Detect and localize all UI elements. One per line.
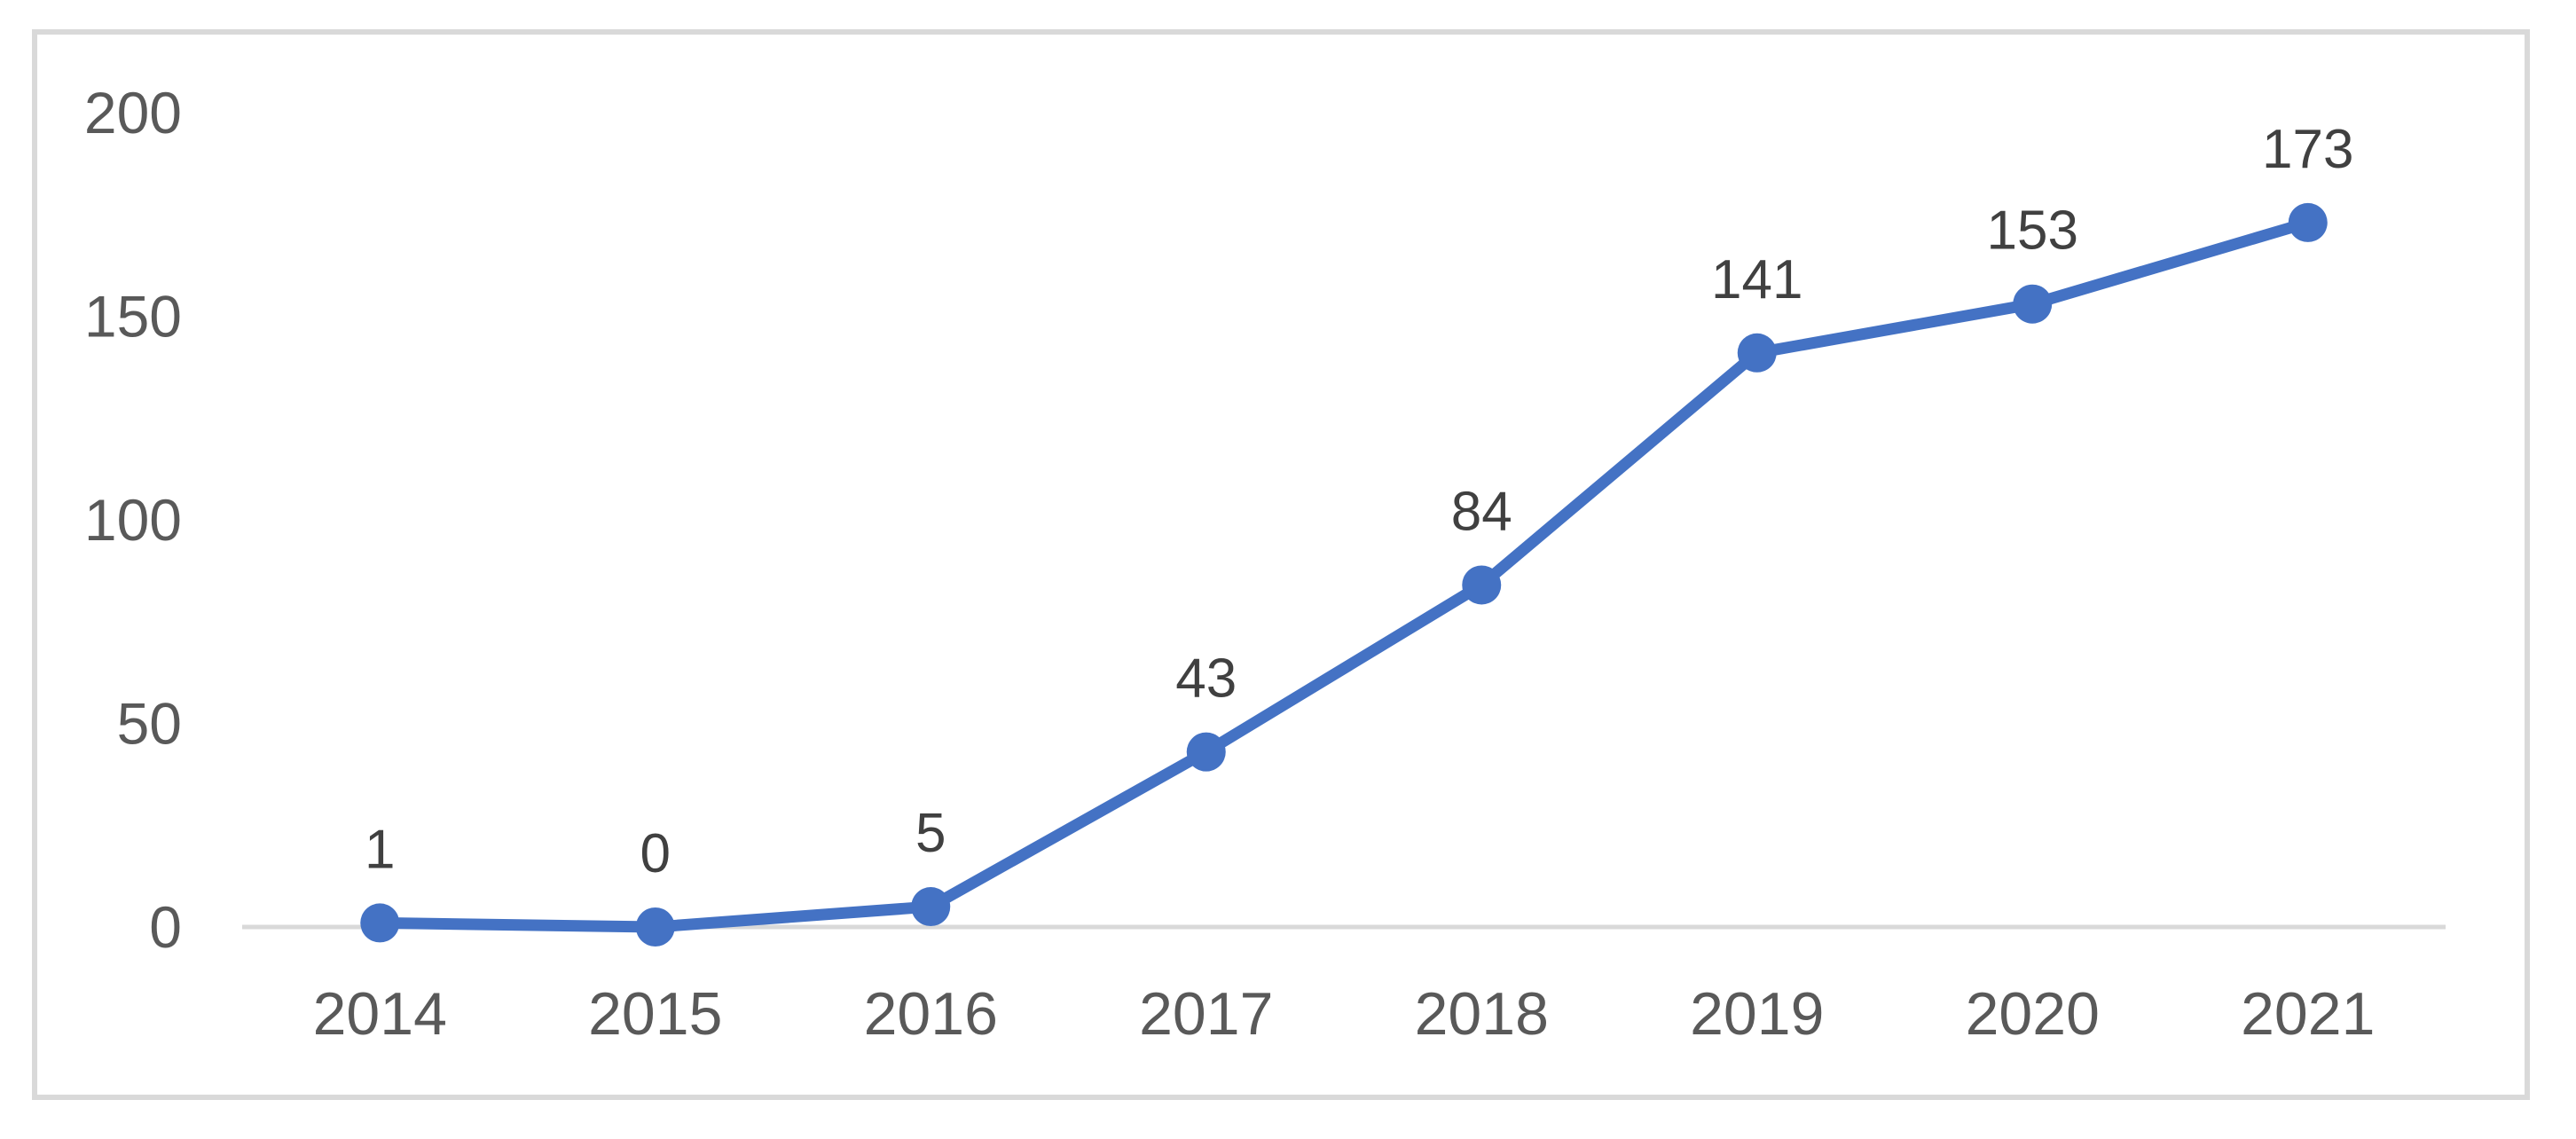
x-axis-category-label: 2018 — [1415, 980, 1549, 1048]
x-axis-category-label: 2017 — [1139, 980, 1273, 1048]
data-point-marker — [1462, 565, 1502, 605]
x-axis-category-label: 2015 — [588, 980, 722, 1048]
data-point-label: 0 — [640, 823, 671, 884]
y-axis-tick-labels: 0 50 100 150 200 — [84, 80, 182, 960]
y-axis-tick-label: 0 — [149, 894, 182, 960]
x-axis-category-labels: 2014 2015 2016 2017 2018 2019 2020 2021 — [313, 980, 2376, 1048]
data-point-label: 84 — [1451, 481, 1512, 542]
data-point-marker — [911, 887, 951, 927]
data-point-marker — [635, 907, 675, 947]
data-point-marker — [360, 903, 400, 943]
data-point-labels: 1 0 5 43 84 141 153 173 — [365, 119, 2353, 884]
data-point-label: 5 — [915, 803, 946, 864]
y-axis-tick-label: 150 — [84, 284, 182, 350]
x-axis-category-label: 2021 — [2241, 980, 2375, 1048]
x-axis-category-label: 2019 — [1690, 980, 1824, 1048]
data-point-label: 153 — [1987, 200, 2078, 262]
y-axis-tick-label: 100 — [84, 487, 182, 553]
data-point-marker — [1186, 732, 1226, 772]
data-point-label: 141 — [1711, 249, 1802, 310]
data-point-label: 173 — [2262, 119, 2353, 180]
data-point-marker — [2288, 202, 2328, 242]
x-axis-category-label: 2014 — [313, 980, 447, 1048]
y-axis-tick-label: 200 — [84, 80, 182, 145]
data-point-label: 1 — [365, 819, 395, 880]
series-line — [373, 216, 2314, 933]
data-point-marker — [2013, 284, 2053, 324]
x-axis-category-label: 2016 — [864, 980, 998, 1048]
y-axis-tick-label: 50 — [117, 691, 182, 757]
data-point-marker — [1737, 333, 1777, 373]
data-series — [360, 202, 2328, 947]
x-axis-category-label: 2020 — [1966, 980, 2100, 1048]
data-point-label: 43 — [1175, 648, 1237, 710]
